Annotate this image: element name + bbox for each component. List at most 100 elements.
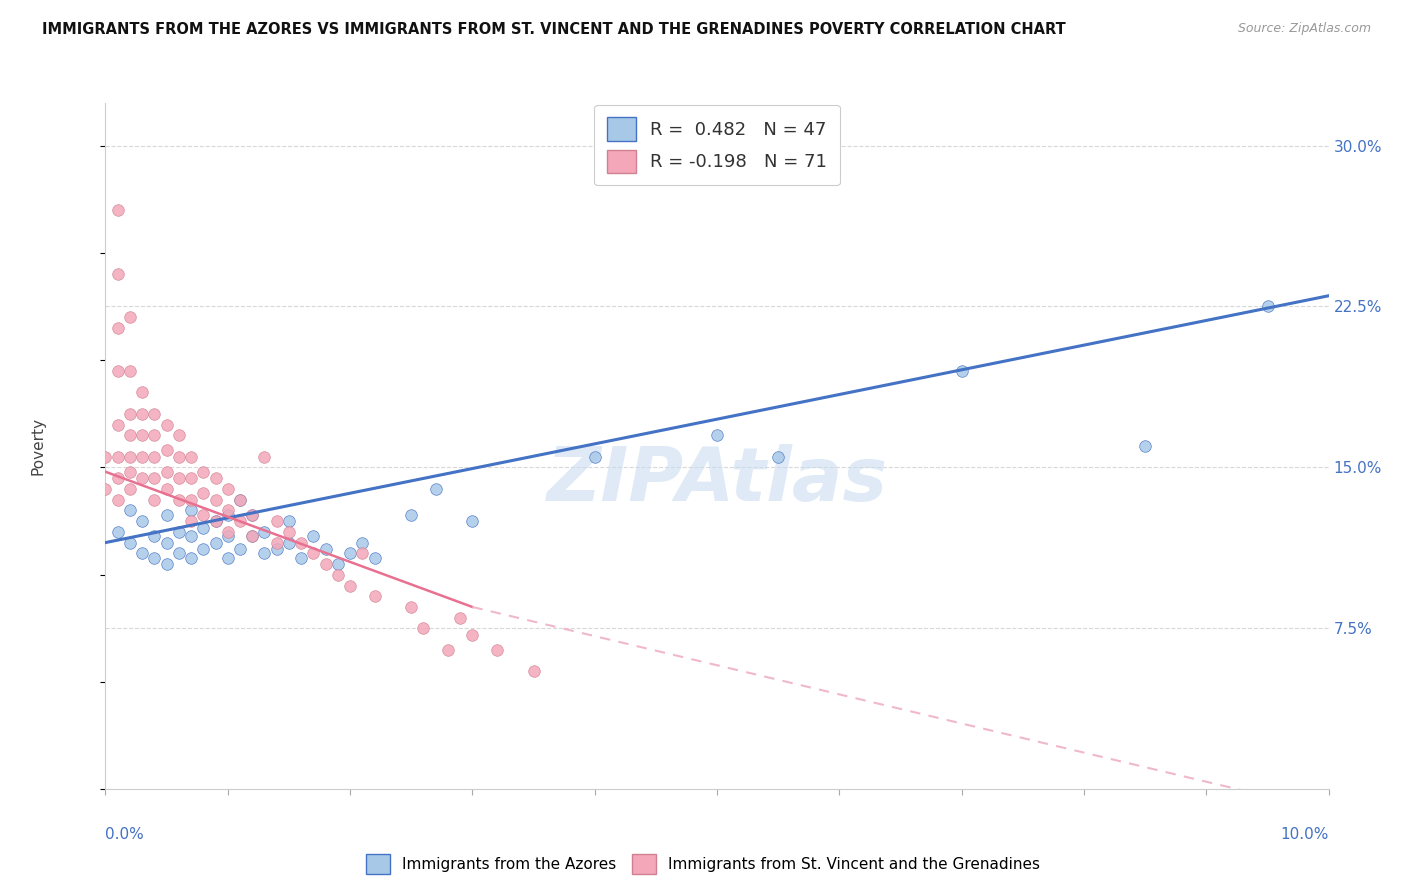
- Point: [217, 508, 239, 522]
- Text: Poverty: Poverty: [31, 417, 45, 475]
- Point: [461, 628, 484, 642]
- Point: [229, 492, 252, 507]
- Point: [193, 465, 215, 479]
- Point: [950, 364, 973, 378]
- Point: [167, 492, 190, 507]
- Point: [253, 546, 276, 560]
- Point: [253, 524, 276, 539]
- Point: [143, 529, 166, 543]
- Point: [193, 520, 215, 534]
- Text: 10.0%: 10.0%: [1281, 827, 1329, 842]
- Point: [143, 550, 166, 565]
- Text: IMMIGRANTS FROM THE AZORES VS IMMIGRANTS FROM ST. VINCENT AND THE GRENADINES POV: IMMIGRANTS FROM THE AZORES VS IMMIGRANTS…: [42, 22, 1066, 37]
- Point: [768, 450, 790, 464]
- Point: [131, 428, 153, 442]
- Point: [523, 665, 546, 679]
- Point: [131, 514, 153, 528]
- Point: [118, 450, 141, 464]
- Point: [118, 482, 141, 496]
- Point: [401, 508, 423, 522]
- Point: [155, 482, 177, 496]
- Point: [131, 385, 153, 400]
- Point: [315, 557, 337, 571]
- Point: [118, 465, 141, 479]
- Point: [240, 508, 263, 522]
- Point: [118, 364, 141, 378]
- Point: [193, 542, 215, 557]
- Point: [131, 471, 153, 485]
- Point: [302, 529, 325, 543]
- Point: [425, 482, 447, 496]
- Point: [143, 492, 166, 507]
- Point: [107, 524, 129, 539]
- Point: [155, 557, 177, 571]
- Point: [1256, 300, 1278, 314]
- Point: [229, 514, 252, 528]
- Point: [253, 450, 276, 464]
- Point: [278, 514, 301, 528]
- Point: [94, 482, 117, 496]
- Point: [204, 492, 226, 507]
- Point: [583, 450, 606, 464]
- Point: [266, 514, 288, 528]
- Point: [266, 542, 288, 557]
- Point: [326, 567, 349, 582]
- Point: [229, 542, 252, 557]
- Point: [167, 546, 190, 560]
- Point: [131, 546, 153, 560]
- Point: [706, 428, 728, 442]
- Legend: R =  0.482   N = 47, R = -0.198   N = 71: R = 0.482 N = 47, R = -0.198 N = 71: [595, 104, 839, 186]
- Point: [485, 643, 508, 657]
- Point: [118, 503, 141, 517]
- Point: [107, 417, 129, 432]
- Point: [204, 471, 226, 485]
- Point: [363, 589, 385, 603]
- Point: [155, 508, 177, 522]
- Point: [339, 578, 361, 592]
- Point: [217, 503, 239, 517]
- Point: [143, 471, 166, 485]
- Point: [143, 450, 166, 464]
- Point: [315, 542, 337, 557]
- Text: Source: ZipAtlas.com: Source: ZipAtlas.com: [1237, 22, 1371, 36]
- Point: [180, 529, 202, 543]
- Point: [204, 514, 226, 528]
- Point: [107, 450, 129, 464]
- Point: [290, 550, 312, 565]
- Text: ZIPAtlas: ZIPAtlas: [547, 444, 887, 516]
- Point: [240, 529, 263, 543]
- Point: [290, 535, 312, 549]
- Point: [352, 535, 374, 549]
- Point: [167, 428, 190, 442]
- Point: [155, 443, 177, 458]
- Point: [278, 524, 301, 539]
- Point: [131, 407, 153, 421]
- Point: [204, 535, 226, 549]
- Point: [167, 450, 190, 464]
- Point: [107, 321, 129, 335]
- Point: [217, 529, 239, 543]
- Point: [107, 492, 129, 507]
- Point: [118, 535, 141, 549]
- Point: [363, 550, 385, 565]
- Point: [167, 471, 190, 485]
- Point: [437, 643, 460, 657]
- Point: [339, 546, 361, 560]
- Point: [180, 503, 202, 517]
- Point: [266, 535, 288, 549]
- Point: [217, 524, 239, 539]
- Point: [131, 450, 153, 464]
- Point: [118, 407, 141, 421]
- Point: [118, 428, 141, 442]
- Point: [180, 492, 202, 507]
- Point: [107, 471, 129, 485]
- Point: [193, 486, 215, 500]
- Point: [240, 529, 263, 543]
- Point: [204, 514, 226, 528]
- Point: [118, 310, 141, 325]
- Point: [143, 407, 166, 421]
- Point: [278, 535, 301, 549]
- Point: [412, 622, 434, 636]
- Point: [449, 611, 471, 625]
- Point: [94, 450, 117, 464]
